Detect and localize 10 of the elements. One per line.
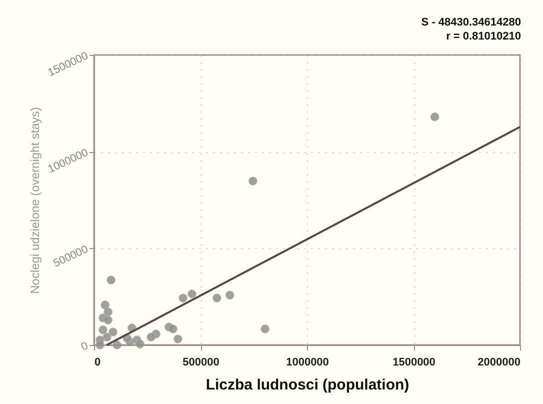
text: S - 48430.34614280: [421, 16, 521, 29]
x-tick-label: 0: [94, 356, 101, 368]
x-tick-label: 500000: [182, 356, 220, 368]
y-axis-title: Noclegi udzielone (overnight stays): [28, 107, 42, 294]
x-tick-label: 1500000: [392, 356, 436, 368]
x-tick-label: 2000000: [478, 356, 520, 368]
text: r = 0.81010210: [446, 30, 521, 43]
x-axis-title: Liczba ludnosci (population): [206, 376, 410, 394]
x-tick-label: 1000000: [286, 356, 329, 368]
y-tick-label: 0: [79, 340, 90, 354]
